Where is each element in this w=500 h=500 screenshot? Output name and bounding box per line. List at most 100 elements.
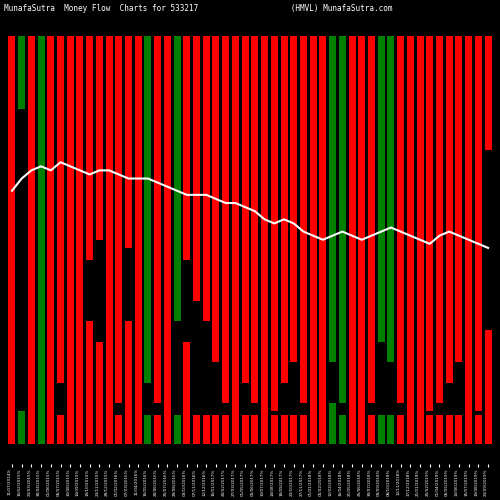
Bar xyxy=(203,415,210,444)
Bar xyxy=(261,415,268,444)
Bar xyxy=(348,415,356,444)
Bar xyxy=(222,36,229,403)
Bar xyxy=(484,36,492,150)
Bar xyxy=(38,36,44,403)
Bar xyxy=(212,36,220,362)
Bar xyxy=(135,415,142,444)
Bar xyxy=(86,36,93,260)
Bar xyxy=(378,415,384,444)
Bar xyxy=(388,36,394,362)
Bar xyxy=(290,36,297,362)
Bar xyxy=(290,415,297,444)
Bar xyxy=(378,36,384,342)
Text: MunafaSutra  Money Flow  Charts for 533217                    (HMVL) MunafaSutra: MunafaSutra Money Flow Charts for 533217… xyxy=(4,4,392,13)
Bar xyxy=(416,415,424,444)
Bar xyxy=(174,36,180,322)
Bar xyxy=(465,415,472,444)
Bar xyxy=(57,415,64,444)
Bar xyxy=(184,342,190,444)
Bar xyxy=(86,322,93,444)
Bar xyxy=(96,36,103,240)
Bar xyxy=(212,415,220,444)
Bar xyxy=(339,415,346,444)
Bar xyxy=(446,415,452,444)
Bar xyxy=(280,36,287,383)
Bar xyxy=(436,415,443,444)
Bar xyxy=(310,36,316,424)
Bar xyxy=(18,411,25,444)
Bar xyxy=(465,36,472,444)
Bar xyxy=(475,415,482,444)
Bar xyxy=(416,36,424,444)
Bar xyxy=(106,415,112,444)
Bar xyxy=(28,415,35,444)
Bar xyxy=(426,415,434,444)
Bar xyxy=(116,415,122,444)
Bar xyxy=(96,342,103,444)
Bar xyxy=(125,36,132,248)
Bar xyxy=(193,36,200,301)
Bar xyxy=(388,415,394,444)
Bar xyxy=(320,36,326,444)
Bar xyxy=(203,36,210,322)
Bar xyxy=(252,415,258,444)
Bar xyxy=(446,36,452,383)
Bar xyxy=(8,411,16,444)
Bar xyxy=(426,36,434,411)
Bar xyxy=(339,36,346,403)
Bar xyxy=(193,415,200,444)
Bar xyxy=(436,36,443,403)
Bar xyxy=(368,36,375,403)
Bar xyxy=(48,36,54,444)
Bar xyxy=(232,36,239,424)
Bar xyxy=(271,36,278,411)
Bar xyxy=(232,415,239,444)
Bar xyxy=(106,36,112,444)
Bar xyxy=(164,36,171,424)
Bar xyxy=(184,36,190,260)
Bar xyxy=(18,36,25,109)
Bar xyxy=(252,36,258,403)
Bar xyxy=(154,36,161,403)
Bar xyxy=(484,330,492,444)
Bar xyxy=(407,36,414,424)
Bar xyxy=(242,36,248,383)
Bar xyxy=(271,415,278,444)
Bar xyxy=(407,415,414,444)
Bar xyxy=(300,415,307,444)
Bar xyxy=(154,415,161,444)
Bar xyxy=(164,415,171,444)
Bar xyxy=(329,403,336,444)
Bar xyxy=(125,322,132,444)
Bar xyxy=(320,415,326,444)
Bar xyxy=(456,36,462,362)
Bar xyxy=(329,36,336,362)
Bar xyxy=(368,415,375,444)
Bar xyxy=(135,36,142,444)
Bar xyxy=(66,36,73,424)
Bar xyxy=(144,415,152,444)
Bar xyxy=(261,36,268,444)
Bar xyxy=(242,415,248,444)
Bar xyxy=(28,36,35,444)
Bar xyxy=(48,411,54,444)
Bar xyxy=(310,415,316,444)
Bar xyxy=(348,36,356,444)
Bar xyxy=(116,36,122,403)
Bar xyxy=(475,36,482,411)
Bar xyxy=(144,36,152,383)
Bar xyxy=(300,36,307,403)
Bar xyxy=(358,36,365,424)
Bar xyxy=(57,36,64,383)
Bar xyxy=(456,415,462,444)
Bar xyxy=(76,36,84,444)
Bar xyxy=(38,322,44,444)
Bar xyxy=(174,415,180,444)
Bar xyxy=(8,36,16,444)
Bar xyxy=(358,415,365,444)
Bar xyxy=(397,415,404,444)
Bar xyxy=(222,415,229,444)
Bar xyxy=(280,415,287,444)
Bar xyxy=(397,36,404,403)
Bar xyxy=(76,415,84,444)
